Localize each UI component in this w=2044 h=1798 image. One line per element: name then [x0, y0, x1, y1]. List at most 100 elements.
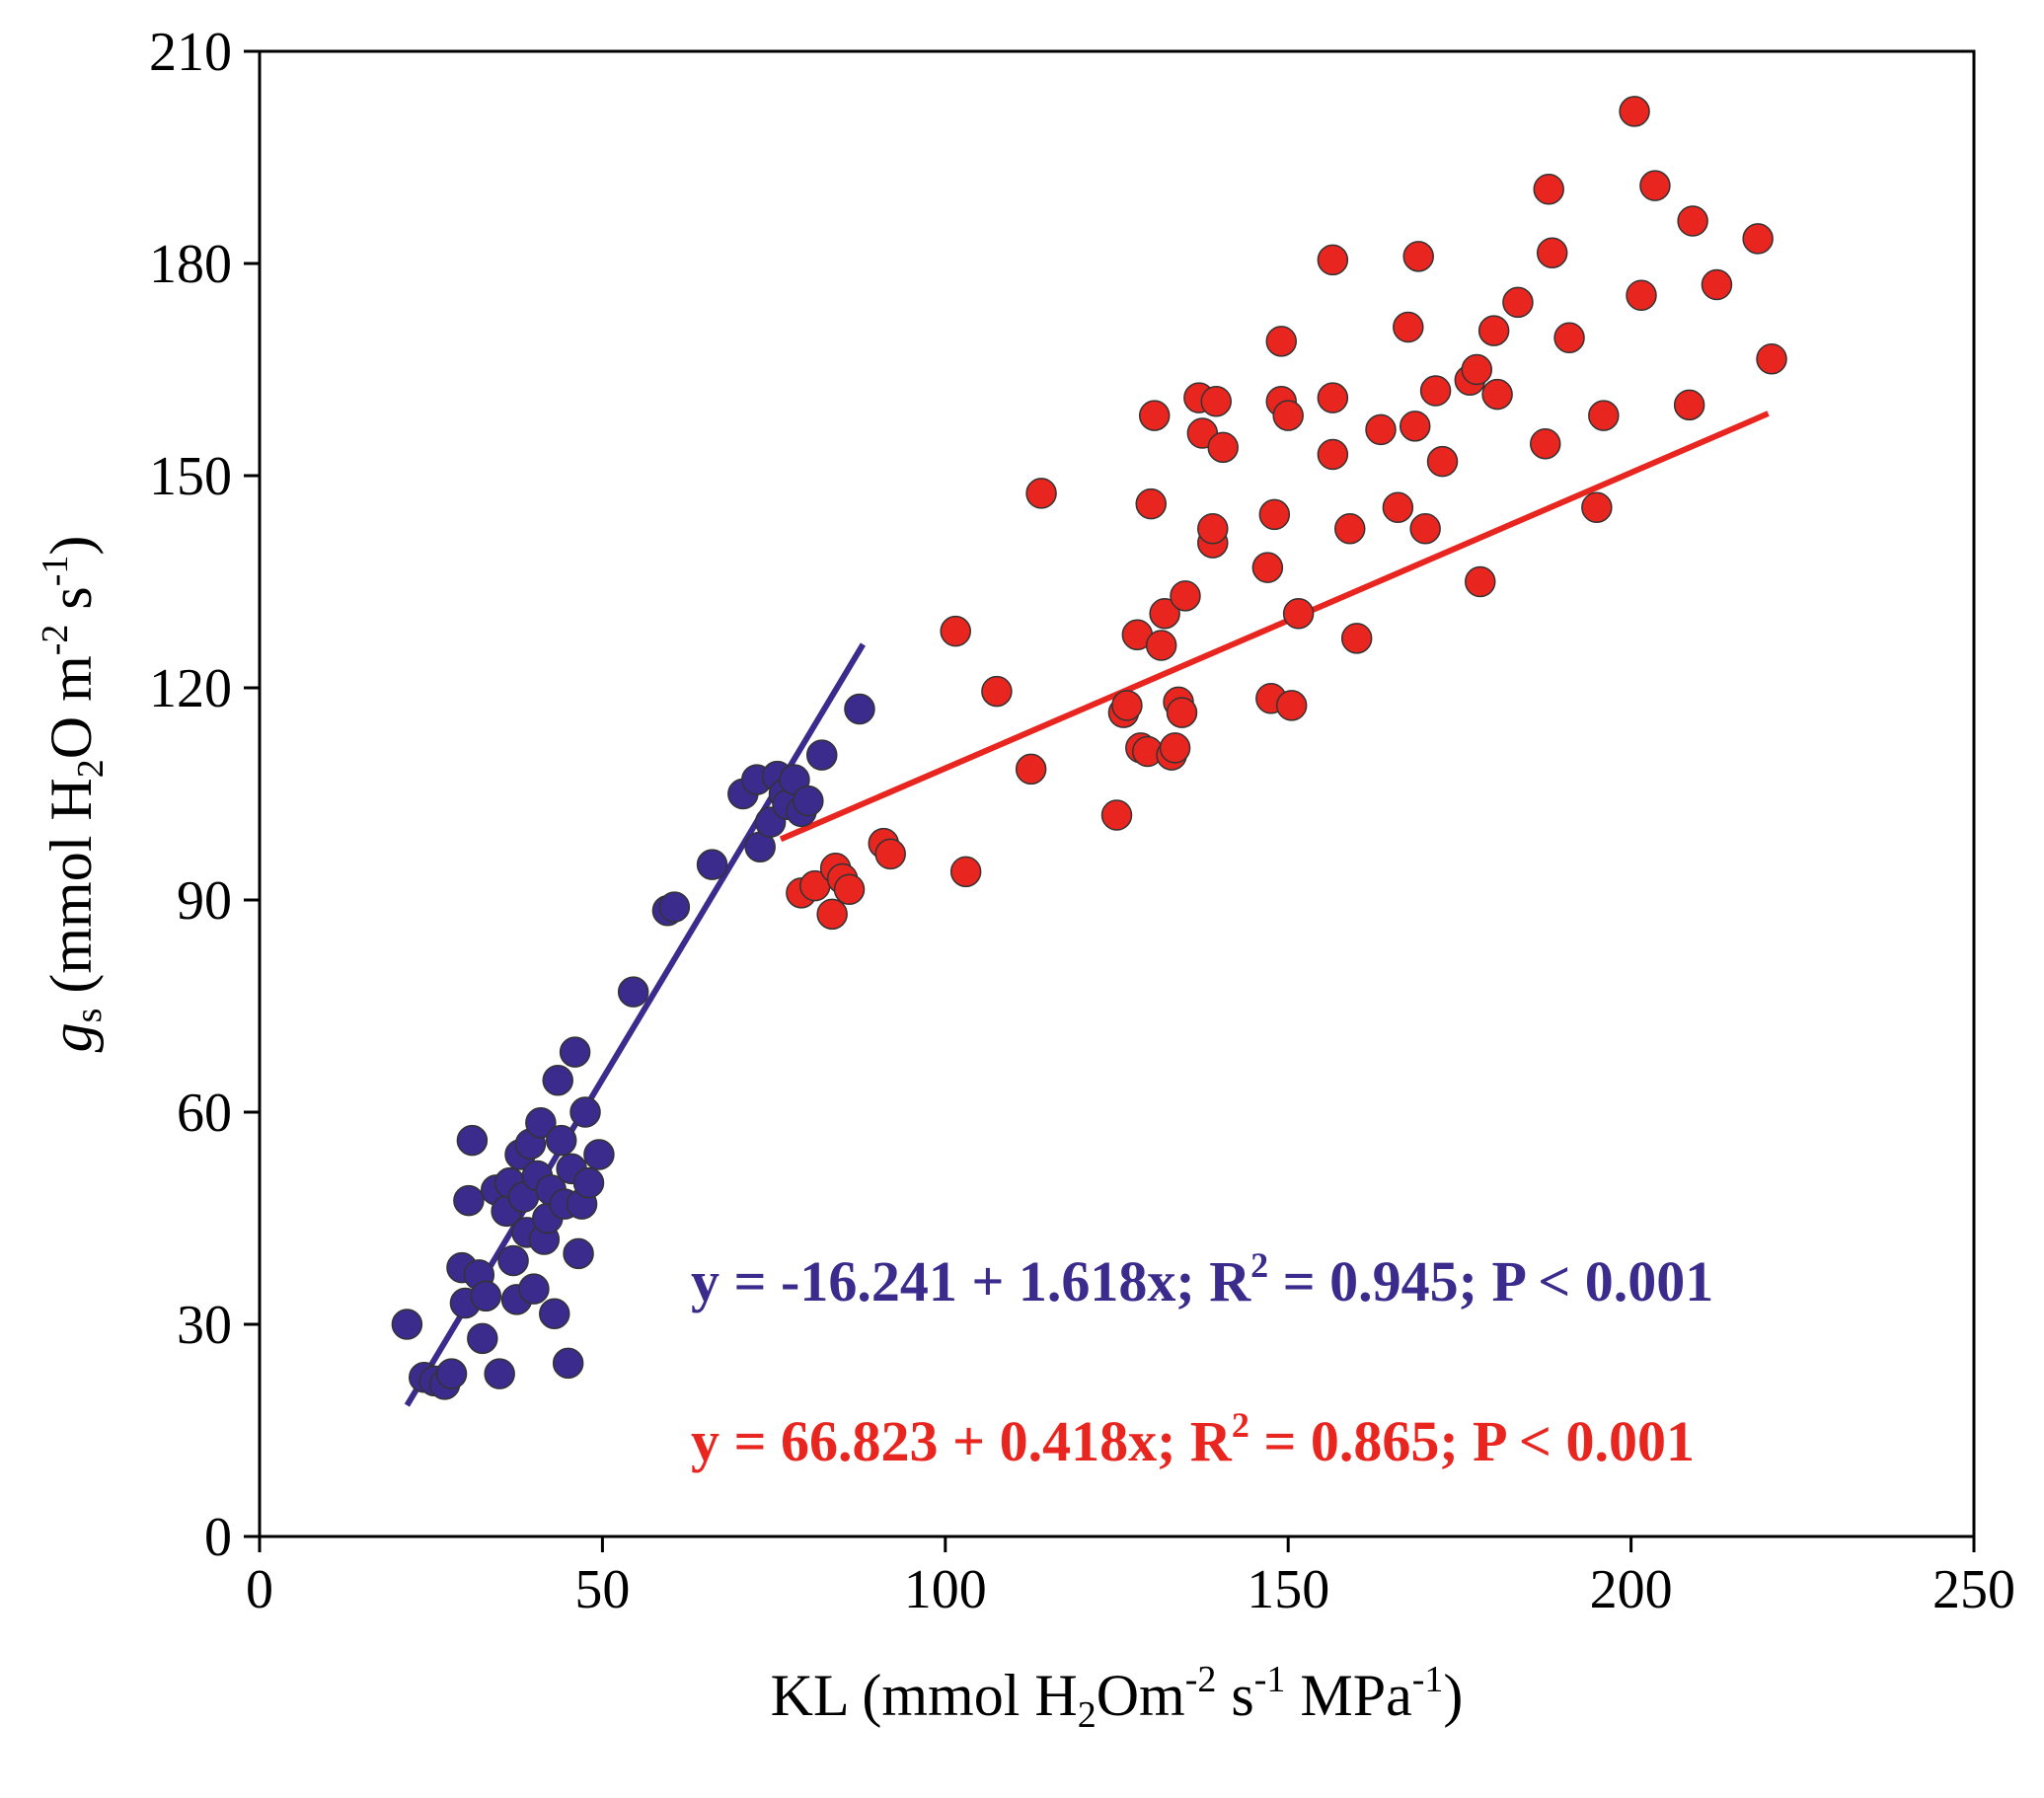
- red-data-point: [1619, 96, 1650, 127]
- red-data-point: [1502, 286, 1534, 319]
- blue-data-point: [525, 1107, 557, 1139]
- blue-data-point: [805, 739, 838, 771]
- red-data-point: [874, 838, 906, 870]
- blue-data-point: [456, 1124, 489, 1157]
- blue-data-point: [844, 693, 875, 725]
- red-data-point: [1170, 580, 1201, 612]
- red-data-point: [1426, 445, 1459, 478]
- x-tick-label: 100: [904, 1559, 987, 1620]
- blue-regression-equation: y = -16.241 + 1.618x; R2 = 0.945; P < 0.…: [691, 1245, 1713, 1313]
- plot-frame: [258, 49, 1976, 1538]
- red-data-point: [1756, 343, 1787, 375]
- red-data-point: [1317, 438, 1349, 471]
- red-data-point: [1111, 690, 1143, 721]
- red-data-point: [1477, 315, 1510, 346]
- red-data-point: [1701, 268, 1733, 301]
- red-data-point: [1533, 174, 1564, 205]
- blue-data-point: [569, 1096, 601, 1128]
- red-data-point: [1340, 623, 1373, 654]
- y-tick-label: 120: [149, 658, 232, 719]
- red-data-point: [1409, 513, 1441, 545]
- x-tick-label: 50: [574, 1559, 630, 1620]
- red-data-point: [1282, 598, 1315, 630]
- red-data-point: [1382, 491, 1414, 523]
- blue-data-point: [696, 849, 728, 880]
- x-tick-label: 0: [246, 1559, 273, 1620]
- red-data-point: [1536, 237, 1568, 268]
- x-tick-label: 250: [1932, 1559, 2015, 1620]
- y-tick-label: 0: [204, 1507, 232, 1568]
- x-axis: 0 50 100 150 200 250: [246, 1536, 2015, 1620]
- red-data-point: [816, 898, 848, 931]
- red-data-point: [1553, 322, 1585, 353]
- blue-data-point: [559, 1036, 591, 1068]
- red-fit-line: [779, 411, 1770, 843]
- blue-data-point: [435, 1358, 468, 1389]
- blue-data-point: [552, 1347, 584, 1380]
- red-data-point: [1138, 400, 1171, 431]
- blue-data-point: [617, 976, 649, 1008]
- y-tick-label: 30: [177, 1295, 232, 1356]
- blue-data-point: [572, 1166, 605, 1199]
- red-data-point: [1626, 279, 1657, 311]
- red-data-point: [1402, 241, 1434, 272]
- red-data-point: [1207, 431, 1239, 464]
- red-data-point: [1393, 311, 1424, 343]
- red-data-point: [1333, 513, 1366, 545]
- red-data-point: [949, 856, 982, 888]
- plot-area-border: [258, 49, 1976, 1538]
- red-data-point: [981, 675, 1013, 708]
- blue-data-point: [539, 1298, 570, 1329]
- red-data-point: [1272, 400, 1304, 431]
- x-tick-label: 150: [1247, 1559, 1329, 1620]
- red-data-point: [1419, 375, 1452, 407]
- red-data-point: [1530, 428, 1561, 460]
- red-data-point: [1275, 690, 1308, 721]
- red-data-point: [1258, 498, 1291, 531]
- blue-data-point: [583, 1139, 615, 1170]
- y-tick-label: 60: [177, 1083, 232, 1144]
- y-axis-title: gs (mmol H2O m-2 s-1): [35, 536, 112, 1053]
- red-data-point: [1317, 382, 1349, 413]
- red-data-point: [1588, 400, 1620, 431]
- blue-data-point: [484, 1358, 515, 1389]
- y-tick-label: 210: [149, 22, 232, 83]
- y-axis: 0 30 60 90 120 150 180 210: [149, 22, 260, 1568]
- red-data-point: [1145, 630, 1177, 661]
- red-data-point: [1399, 411, 1431, 442]
- red-regression-equation: y = 66.823 + 0.418x; R2 = 0.865; P < 0.0…: [691, 1405, 1695, 1473]
- red-data-point: [1251, 552, 1284, 583]
- red-data-point: [1317, 244, 1349, 276]
- y-tick-label: 150: [149, 446, 232, 507]
- blue-data-point: [563, 1237, 594, 1270]
- red-data-point: [1015, 753, 1047, 786]
- red-data-point: [1677, 205, 1708, 237]
- blue-data-point: [542, 1065, 573, 1096]
- red-data-point: [1166, 697, 1198, 728]
- red-data-point: [1100, 799, 1133, 831]
- blue-data-point: [545, 1124, 577, 1157]
- red-data-point: [1197, 513, 1229, 545]
- red-data-point: [1159, 732, 1191, 764]
- red-data-point: [1461, 353, 1493, 386]
- red-data-point: [1742, 223, 1774, 255]
- data-points: [391, 96, 1787, 1400]
- red-data-point: [1581, 491, 1613, 523]
- red-data-point: [1365, 413, 1397, 446]
- y-tick-label: 180: [149, 234, 232, 295]
- x-tick-label: 200: [1590, 1559, 1673, 1620]
- red-data-point: [1481, 378, 1513, 411]
- blue-data-point: [793, 785, 824, 817]
- red-data-point: [940, 615, 971, 647]
- red-data-point: [1200, 386, 1232, 417]
- red-data-point: [1639, 170, 1671, 201]
- red-data-point: [1135, 487, 1167, 520]
- red-data-point: [1464, 565, 1496, 598]
- y-tick-label: 90: [177, 870, 232, 932]
- blue-data-point: [453, 1184, 485, 1217]
- red-data-point: [1149, 598, 1180, 630]
- red-data-point: [1673, 389, 1705, 421]
- blue-data-point: [658, 891, 691, 923]
- blue-data-point: [470, 1280, 502, 1312]
